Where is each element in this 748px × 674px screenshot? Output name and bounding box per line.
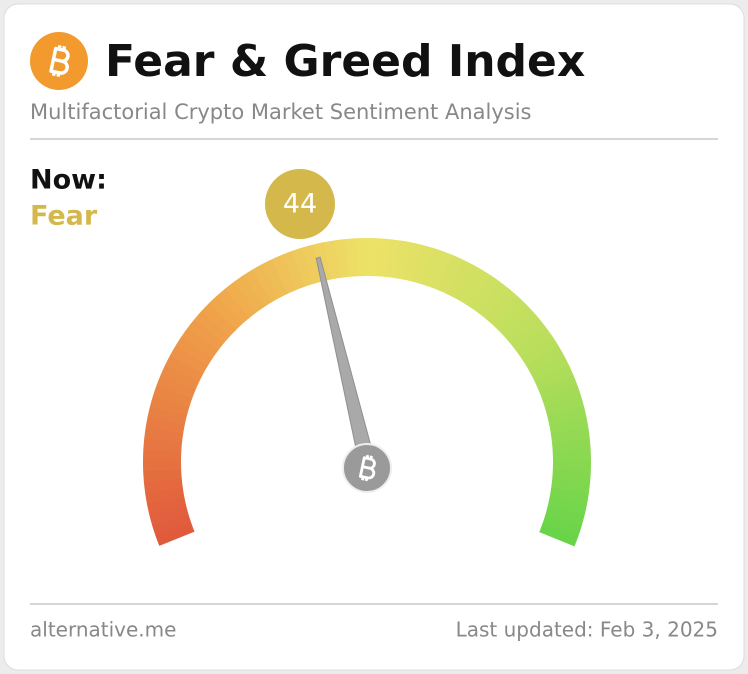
- gauge-band: [234, 275, 265, 313]
- gauge-band: [552, 460, 591, 472]
- gauge-band: [243, 269, 273, 308]
- bitcoin-symbol: [49, 44, 70, 78]
- gauge-band: [169, 345, 209, 374]
- gauge-band: [552, 449, 591, 462]
- gauge-band: [551, 478, 591, 494]
- gauge-band: [187, 318, 224, 351]
- gauge-band: [544, 395, 585, 417]
- gauge-band: [209, 295, 243, 331]
- gauge-band: [156, 374, 196, 399]
- subtitle: Multifactorial Crypto Market Sentiment A…: [30, 100, 532, 124]
- gauge-band: [367, 238, 379, 277]
- gauge-band: [454, 264, 483, 303]
- gauge-band: [225, 281, 257, 318]
- gauge-band: [515, 327, 554, 359]
- gauge-band: [150, 395, 190, 416]
- gauge-band: [175, 336, 214, 366]
- gauge-band: [526, 345, 565, 374]
- gauge-band: [545, 505, 585, 526]
- gauge-band: [145, 416, 185, 434]
- gauge-band: [356, 238, 368, 277]
- gauge-band: [143, 469, 182, 483]
- gauge-band: [252, 263, 281, 303]
- gauge-band: [437, 254, 463, 294]
- gauge-band: [462, 269, 492, 308]
- gauge-band: [181, 327, 219, 358]
- gauge-band: [477, 281, 509, 319]
- gauge-band: [385, 239, 401, 279]
- gauge-band: [151, 514, 192, 536]
- gauge-band: [281, 250, 306, 291]
- gauge-band: [498, 303, 533, 337]
- gauge-band: [510, 319, 547, 351]
- gauge: 44: [143, 169, 591, 547]
- gauge-band: [345, 238, 359, 277]
- bitcoin-logo: [30, 32, 88, 90]
- gauge-band: [521, 336, 559, 367]
- gauge-band: [504, 310, 540, 344]
- gauge-band: [552, 469, 591, 483]
- gauge-band: [143, 478, 183, 494]
- gauge-band: [420, 247, 443, 287]
- bitcoin-symbol: [358, 454, 376, 482]
- gauge-band: [539, 523, 579, 547]
- gauge-band: [538, 375, 578, 399]
- gauge-band: [446, 259, 473, 298]
- gauge-band: [484, 288, 518, 325]
- gauge-band: [155, 522, 195, 546]
- gauge-band: [334, 239, 350, 278]
- gauge-band: [551, 438, 591, 453]
- gauge-band: [144, 427, 184, 443]
- classification: Fear: [30, 201, 98, 232]
- gauge-band: [201, 302, 237, 337]
- gauge-band: [143, 459, 182, 472]
- gauge-band: [550, 427, 590, 444]
- gauge-band: [143, 448, 182, 461]
- gauge-band: [394, 240, 412, 280]
- gauge-band: [164, 354, 204, 382]
- title: Fear & Greed Index: [105, 36, 585, 87]
- gauge-band: [530, 355, 570, 383]
- value-label: 44: [283, 189, 317, 220]
- gauge-band: [302, 244, 323, 284]
- gauge-band: [469, 275, 501, 313]
- gauge-band: [160, 364, 200, 390]
- gauge-band: [542, 514, 582, 537]
- gauge-band: [146, 496, 187, 515]
- gauge-band: [217, 288, 250, 324]
- now-label: Now:: [30, 165, 107, 196]
- gauge-band: [403, 242, 422, 282]
- gauge-band: [534, 365, 574, 391]
- gauge-band: [271, 254, 297, 294]
- gauge-band: [547, 406, 587, 426]
- last-updated: Last updated: Feb 3, 2025: [456, 618, 718, 642]
- gauge-band: [547, 496, 588, 516]
- gauge-band: [153, 384, 193, 407]
- gauge-band: [147, 405, 187, 425]
- gauge-band: [541, 385, 582, 408]
- gauge-band: [291, 247, 314, 287]
- gauge-band: [149, 505, 189, 526]
- gauge-band: [411, 244, 433, 285]
- gauge-band: [194, 310, 230, 344]
- source: alternative.me: [30, 618, 176, 642]
- gauge-band: [491, 295, 526, 331]
- value-badge: [265, 169, 335, 239]
- gauge-band: [261, 259, 289, 298]
- gauge-band: [312, 242, 332, 282]
- gauge-band: [429, 250, 453, 291]
- gauge-band: [376, 238, 390, 277]
- gauge-band: [549, 487, 589, 505]
